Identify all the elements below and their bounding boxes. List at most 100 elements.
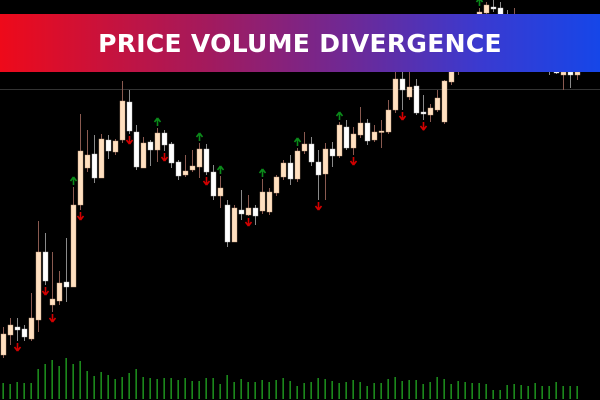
volume-bar (2, 383, 4, 399)
bearish-candle (168, 142, 175, 168)
bearish-candle (238, 190, 245, 220)
volume-bar (65, 358, 67, 399)
volume-bar (373, 383, 375, 399)
candle-body (77, 150, 84, 206)
candle-body (420, 111, 427, 115)
bullish-candle (0, 327, 7, 358)
candle-body (406, 86, 413, 98)
volume-bar (198, 381, 200, 399)
candle-body (259, 191, 266, 212)
volume-bar (310, 382, 312, 399)
candle-body (427, 107, 434, 116)
bearish-candle (21, 325, 28, 341)
volume-bar (401, 381, 403, 399)
volume-bar (513, 384, 515, 399)
candle-body (364, 122, 371, 142)
bullish-candle (217, 176, 224, 208)
candle-body (161, 132, 168, 146)
volume-bar (380, 383, 382, 399)
volume-bar (289, 381, 291, 399)
up-arrow-icon (195, 132, 204, 141)
bearish-candle (252, 205, 259, 225)
bearish-candle (126, 90, 133, 134)
candle-body (315, 161, 322, 176)
bullish-candle (294, 148, 301, 182)
bullish-candle (273, 175, 280, 196)
down-arrow-icon (48, 314, 57, 323)
volume-bar (303, 383, 305, 399)
candle-body (70, 204, 77, 288)
volume-bar (233, 382, 235, 399)
volume-bar (359, 382, 361, 399)
bullish-candle (189, 150, 196, 172)
candle-body (147, 141, 154, 151)
volume-bar (331, 381, 333, 399)
volume-bar (464, 382, 466, 399)
bearish-candle (308, 137, 315, 166)
candle-body (84, 154, 91, 169)
candle-body (91, 153, 98, 179)
down-arrow-icon (125, 136, 134, 145)
volume-bar (212, 378, 214, 399)
candle-body (441, 80, 448, 123)
down-arrow-icon (41, 287, 50, 296)
volume-bar (177, 380, 179, 399)
bullish-candle (266, 188, 273, 215)
candle-body (189, 165, 196, 171)
volume-bar (184, 378, 186, 399)
bearish-candle (399, 65, 406, 110)
bullish-candle (245, 195, 252, 216)
volume-bar (422, 384, 424, 399)
volume-bar (149, 378, 151, 399)
volume-bar (114, 379, 116, 399)
candle-body (210, 171, 217, 197)
volume-bar (534, 383, 536, 399)
up-arrow-icon (293, 137, 302, 146)
volume-bar (555, 382, 557, 399)
bearish-candle (42, 233, 49, 285)
bullish-candle (112, 139, 119, 155)
candle-body (168, 143, 175, 164)
candle-body (266, 191, 273, 213)
candle-body (126, 101, 133, 132)
volume-bar (156, 379, 158, 399)
bullish-candle (441, 80, 448, 124)
candle-body (112, 140, 119, 153)
volume-bar (506, 385, 508, 399)
volume-bar (408, 380, 410, 399)
bearish-candle (133, 125, 140, 170)
volume-bar (142, 377, 144, 399)
bullish-candle (35, 221, 42, 332)
volume-bar (30, 383, 32, 399)
bullish-candle (84, 130, 91, 172)
down-arrow-icon (244, 218, 253, 227)
candle-body (378, 130, 385, 133)
candle-body (413, 85, 420, 114)
candle-body (14, 326, 21, 331)
volume-bar (72, 364, 74, 399)
candle-body (483, 4, 490, 14)
volume-bar (16, 382, 18, 399)
down-arrow-icon (76, 212, 85, 221)
candle-body (252, 207, 259, 217)
bearish-candle (329, 142, 336, 167)
candle-body (245, 207, 252, 216)
candle-body (385, 109, 392, 133)
title-banner: PRICE VOLUME DIVERGENCE (0, 14, 600, 72)
candle-body (231, 207, 238, 243)
candle-body (336, 124, 343, 157)
bearish-candle (224, 200, 231, 247)
volume-bar (338, 383, 340, 399)
volume-bar (205, 378, 207, 399)
down-arrow-icon (202, 177, 211, 186)
volume-bar (499, 390, 501, 399)
bearish-candle (420, 95, 427, 120)
bullish-candle (322, 143, 329, 200)
volume-bar (163, 378, 165, 399)
candle-body (98, 138, 105, 179)
bearish-candle (210, 165, 217, 200)
volume-bar (576, 386, 578, 399)
down-arrow-icon (398, 112, 407, 121)
candle-body (322, 148, 329, 175)
volume-bar (37, 369, 39, 399)
